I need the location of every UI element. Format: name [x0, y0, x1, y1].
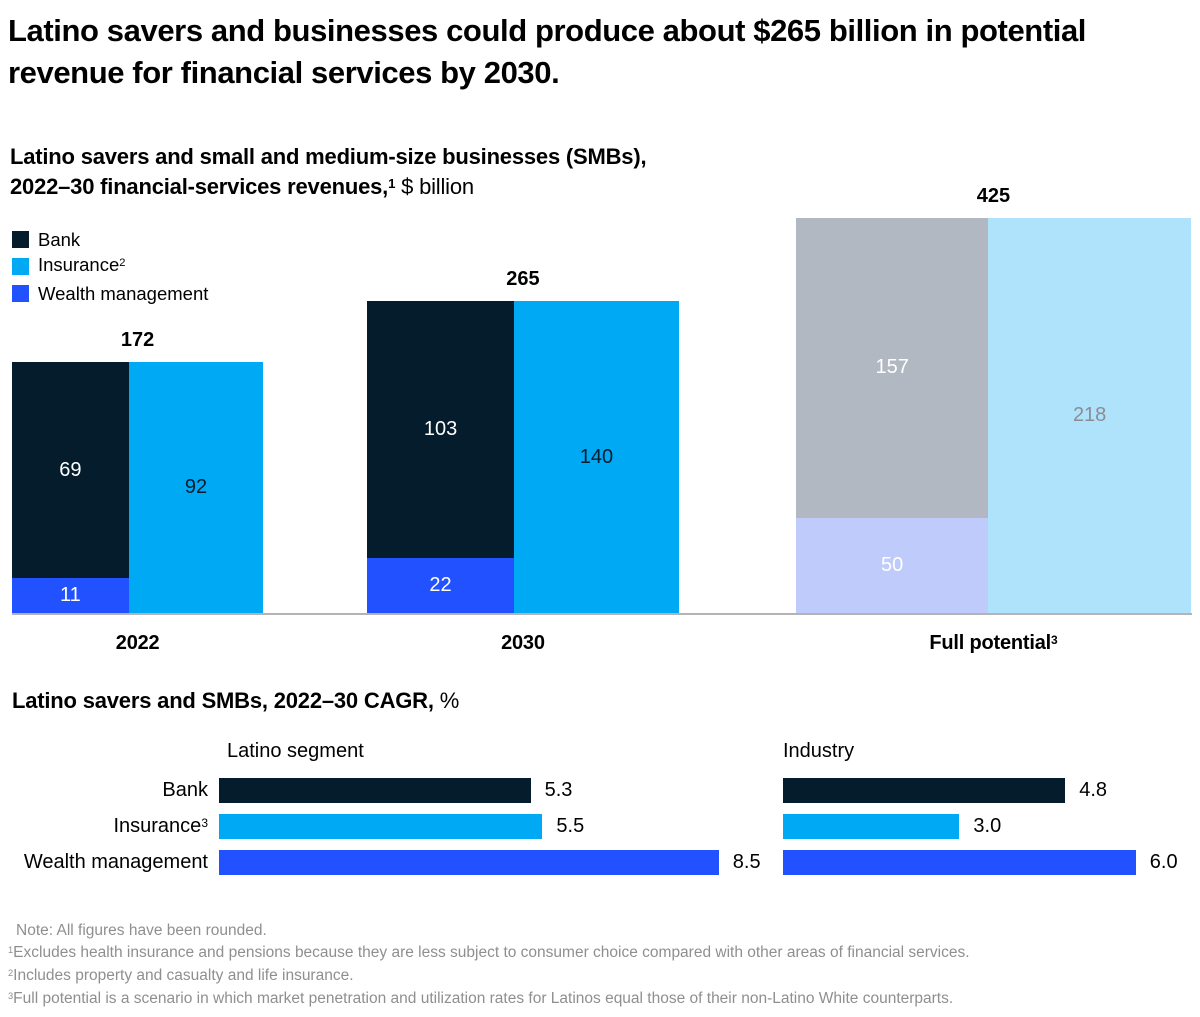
insurance-swatch-icon: [12, 258, 29, 275]
legend-label: Wealth management: [38, 283, 209, 304]
footnote-marker: 2: [119, 257, 126, 270]
legend-item-wealth-management: Wealth management: [12, 280, 208, 307]
value-industry-bank: 4.8: [1079, 779, 1108, 801]
footnote-marker: 1: [8, 944, 14, 955]
value-latino-segment-insurance: 5.5: [556, 815, 585, 837]
value-latino-segment-bank: 5.3: [544, 779, 573, 801]
total-label-2030: 265: [506, 268, 540, 291]
page-title: Latino savers and businesses could produ…: [8, 13, 1087, 90]
segment-wealth-management-2030: 22: [367, 558, 515, 613]
subtitle-footnote-marker: 1: [388, 176, 396, 192]
panel-header-industry: Industry: [783, 740, 855, 762]
segment-insurance-2030: 140: [514, 301, 679, 613]
total-label-2022: 172: [120, 328, 155, 351]
footnotes: Note: All figures have been rounded. 1Exc…: [8, 920, 1188, 1011]
footnote-2: 1Excludes health insurance and pensions …: [8, 944, 970, 961]
cagr-title-unit: %: [433, 688, 460, 713]
bar-industry-insurance: [783, 814, 960, 839]
footnote-marker: 3: [8, 990, 14, 1001]
segment-bank-2030: 103: [367, 301, 515, 559]
value-industry-insurance: 3.0: [973, 815, 1002, 837]
segment-insurance-full-potential: 218: [988, 218, 1191, 613]
bar-latino-segment-bank: [219, 778, 531, 803]
segment-wealth-management-2022: 11: [12, 578, 129, 613]
legend: Bank Insurance2 Wealth management: [12, 226, 208, 307]
wealth-management-swatch-icon: [12, 285, 29, 302]
footnote-marker: 3: [201, 815, 208, 830]
footnote-marker: 3: [1051, 632, 1058, 647]
cagr-chart-title: Latino savers and SMBs, 2022–30 CAGR, %: [12, 688, 459, 714]
bar-latino-segment-insurance: [219, 814, 543, 839]
x-axis-label-2030: 2030: [501, 632, 545, 654]
x-axis-line: [12, 613, 1192, 615]
legend-label: Bank: [38, 229, 81, 250]
row-label-wealth-management: Wealth management: [23, 851, 208, 873]
subtitle-line1: Latino savers and small and medium-size …: [10, 144, 647, 169]
legend-item-insurance: Insurance2: [12, 253, 208, 280]
segment-bank-2022: 69: [12, 361, 129, 579]
segment-wealth-management-full-potential: 50: [796, 517, 989, 613]
chart-subtitle: Latino savers and small and medium-size …: [10, 142, 790, 205]
bar-industry-wealth-management: [783, 850, 1136, 875]
row-label-bank: Bank: [162, 779, 208, 801]
subtitle-line2: 2022–30 financial-services revenues,: [10, 174, 389, 199]
segment-insurance-2022: 92: [128, 361, 264, 613]
panel-header-latino-segment: Latino segment: [227, 740, 364, 762]
x-axis-label-full-potential: Full potential3: [929, 632, 1058, 654]
bank-swatch-icon: [12, 231, 29, 248]
segment-bank-full-potential: 157: [796, 218, 989, 518]
value-latino-segment-wealth-management: 8.5: [732, 851, 761, 873]
footnote-marker: 2: [8, 967, 14, 978]
legend-item-bank: Bank: [12, 226, 208, 253]
footnote-4: 3Full potential is a scenario in which m…: [8, 990, 954, 1007]
subtitle-unit: $ billion: [395, 174, 474, 199]
cagr-title-text: Latino savers and SMBs, 2022–30 CAGR,: [12, 688, 434, 713]
total-label-full-potential: 425: [976, 185, 1011, 208]
value-industry-wealth-management: 6.0: [1149, 851, 1178, 873]
x-axis-label-2022: 2022: [115, 632, 160, 654]
legend-label: Insurance2: [38, 254, 126, 275]
bar-industry-bank: [783, 778, 1066, 803]
bar-latino-segment-wealth-management: [219, 850, 719, 875]
footnote-3: 2Includes property and casualty and life…: [8, 967, 354, 984]
row-label-insurance: Insurance3: [113, 815, 208, 837]
footnote-1: Note: All figures have been rounded.: [16, 922, 267, 939]
